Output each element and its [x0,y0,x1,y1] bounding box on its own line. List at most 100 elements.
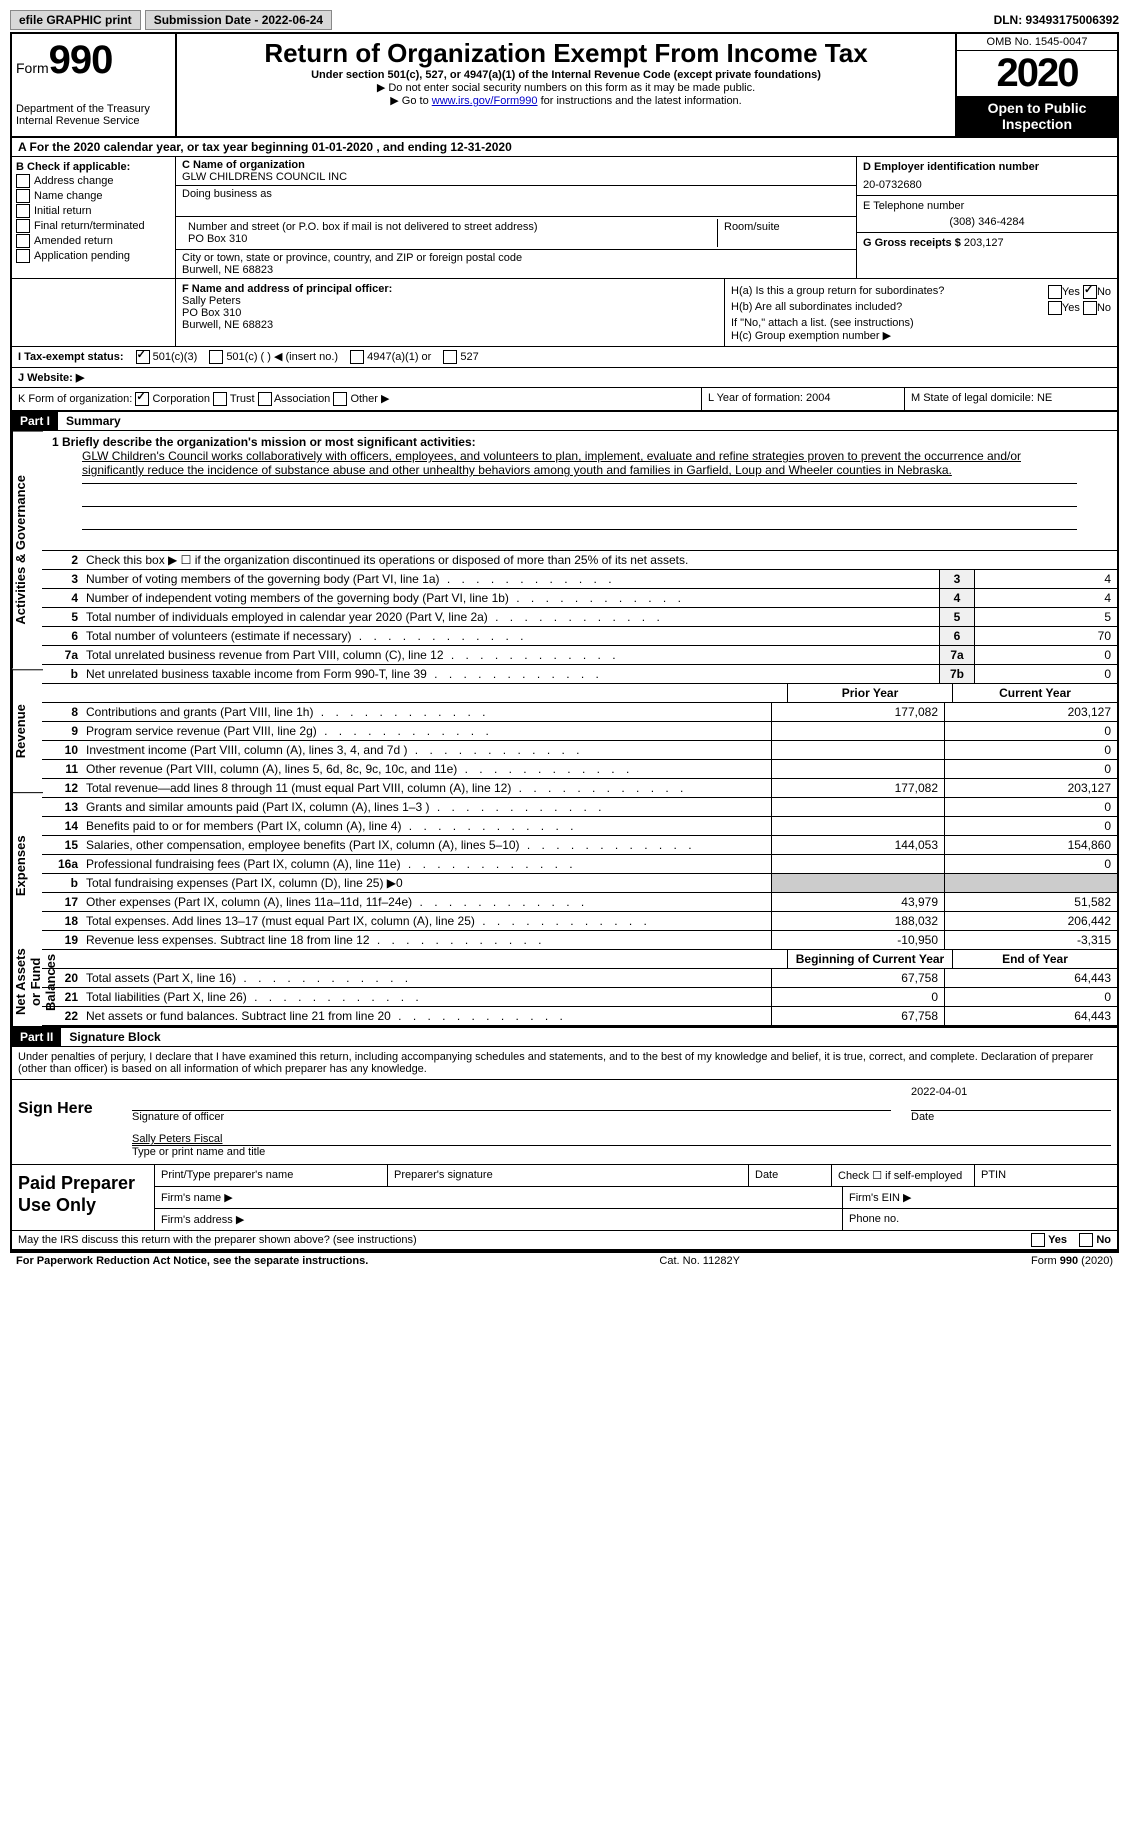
submission-date: Submission Date - 2022-06-24 [145,10,332,30]
prior-value: 177,082 [771,779,944,797]
current-value: 206,442 [944,912,1117,930]
ha-yes[interactable] [1048,285,1062,299]
row-j: J Website: ▶ [12,368,1117,388]
row-i: I Tax-exempt status: 501(c)(3) 501(c) ( … [12,347,1117,368]
sig-date-label: Date [911,1111,1111,1123]
discuss-no[interactable] [1079,1233,1093,1247]
hb-no[interactable] [1083,301,1097,315]
table-row: 16a Professional fundraising fees (Part … [42,855,1117,874]
section-h: H(a) Is this a group return for subordin… [724,279,1117,346]
checkbox-name[interactable] [16,189,30,203]
section-c: C Name of organization GLW CHILDRENS COU… [176,157,856,278]
table-row: 11 Other revenue (Part VIII, column (A),… [42,760,1117,779]
line-value: 4 [974,570,1117,588]
f-label: F Name and address of principal officer: [182,283,718,295]
irs-link[interactable]: www.irs.gov/Form990 [432,95,538,107]
checkbox-initial[interactable] [16,204,30,218]
part1-title: Summary [58,412,129,430]
k-assoc[interactable] [258,392,272,406]
checkbox-application[interactable] [16,249,30,263]
current-value: 154,860 [944,836,1117,854]
firm-address: Firm's address ▶ [155,1209,843,1230]
firm-phone: Phone no. [843,1209,1117,1230]
row-a-period: A For the 2020 calendar year, or tax yea… [12,138,1117,157]
public-inspection: Open to Public Inspection [957,96,1117,136]
section-b-c-d: B Check if applicable: Address change Na… [12,157,1117,279]
part2-title: Signature Block [61,1028,168,1046]
prep-ptin-header: PTIN [975,1165,1117,1186]
table-row: 17 Other expenses (Part IX, column (A), … [42,893,1117,912]
firm-name: Firm's name ▶ [155,1187,843,1208]
line-value: 0 [974,665,1117,683]
dba: Doing business as [176,186,856,217]
table-row: 7a Total unrelated business revenue from… [42,646,1117,665]
addr-label: Number and street (or P.O. box if mail i… [188,221,711,233]
table-row: 6 Total number of volunteers (estimate i… [42,627,1117,646]
table-row: 14 Benefits paid to or for members (Part… [42,817,1117,836]
efile-button[interactable]: efile GRAPHIC print [10,10,141,30]
org-name: GLW CHILDRENS COUNCIL INC [182,171,850,183]
hb-yes[interactable] [1048,301,1062,315]
year-header-2: Beginning of Current Year End of Year [42,950,1117,969]
row-m: M State of legal domicile: NE [904,388,1117,410]
ha-no[interactable] [1083,285,1097,299]
checkbox-final[interactable] [16,219,30,233]
b-title: B Check if applicable: [16,161,171,173]
table-row: 8 Contributions and grants (Part VIII, l… [42,703,1117,722]
form-subtitle: Under section 501(c), 527, or 4947(a)(1)… [181,69,951,81]
i-527[interactable] [443,350,457,364]
table-row: 4 Number of independent voting members o… [42,589,1117,608]
current-value: 51,582 [944,893,1117,911]
part1-label: Part I [12,412,58,430]
form-header: Form990 Department of the Treasury Inter… [12,34,1117,138]
table-row: 18 Total expenses. Add lines 13–17 (must… [42,912,1117,931]
table-row: 19 Revenue less expenses. Subtract line … [42,931,1117,950]
cat-number: Cat. No. 11282Y [659,1255,740,1267]
i-4947[interactable] [350,350,364,364]
k-other[interactable] [333,392,347,406]
current-value: 0 [944,760,1117,778]
current-value: 0 [944,817,1117,835]
line-value: 5 [974,608,1117,626]
mission-text: GLW Children's Council works collaborati… [82,449,1077,477]
table-row: 21 Total liabilities (Part X, line 26) 0… [42,988,1117,1007]
table-row: 12 Total revenue—add lines 8 through 11 … [42,779,1117,798]
city-state-zip: Burwell, NE 68823 [182,264,850,276]
street-address: PO Box 310 [188,233,711,245]
sign-here-label: Sign Here [12,1080,114,1164]
checkbox-amended[interactable] [16,234,30,248]
hb-label: H(b) Are all subordinates included? [731,301,902,315]
gross-receipts: 203,127 [964,237,1004,249]
prior-value: -10,950 [771,931,944,949]
line-box: 7b [939,665,974,683]
ssn-note: ▶ Do not enter social security numbers o… [181,81,951,94]
k-trust[interactable] [213,392,227,406]
discuss-row: May the IRS discuss this return with the… [12,1231,1117,1251]
prior-value [771,798,944,816]
prior-value: 144,053 [771,836,944,854]
k-corp[interactable] [135,392,149,406]
prep-date-header: Date [749,1165,832,1186]
discuss-yes[interactable] [1031,1233,1045,1247]
prior-value [771,741,944,759]
ein-label: D Employer identification number [863,161,1111,173]
current-value: 0 [944,722,1117,740]
current-value: 64,443 [944,969,1117,987]
line-box: 5 [939,608,974,626]
form-title: Return of Organization Exempt From Incom… [181,38,951,69]
ein: 20-0732680 [863,179,1111,191]
table-row: 9 Program service revenue (Part VIII, li… [42,722,1117,741]
prior-value: 67,758 [771,1007,944,1025]
section-f-h: F Name and address of principal officer:… [12,279,1117,347]
penalties-text: Under penalties of perjury, I declare th… [12,1047,1117,1079]
i-501c3[interactable] [136,350,150,364]
paid-preparer-label: Paid Preparer Use Only [12,1165,154,1230]
prior-value [771,855,944,873]
checkbox-address[interactable] [16,174,30,188]
i-501c[interactable] [209,350,223,364]
current-year-header: Current Year [952,684,1117,702]
hc-label: H(c) Group exemption number ▶ [731,329,1111,342]
dln: DLN: 93493175006392 [994,13,1119,27]
room-suite: Room/suite [718,219,850,247]
table-row: 10 Investment income (Part VIII, column … [42,741,1117,760]
